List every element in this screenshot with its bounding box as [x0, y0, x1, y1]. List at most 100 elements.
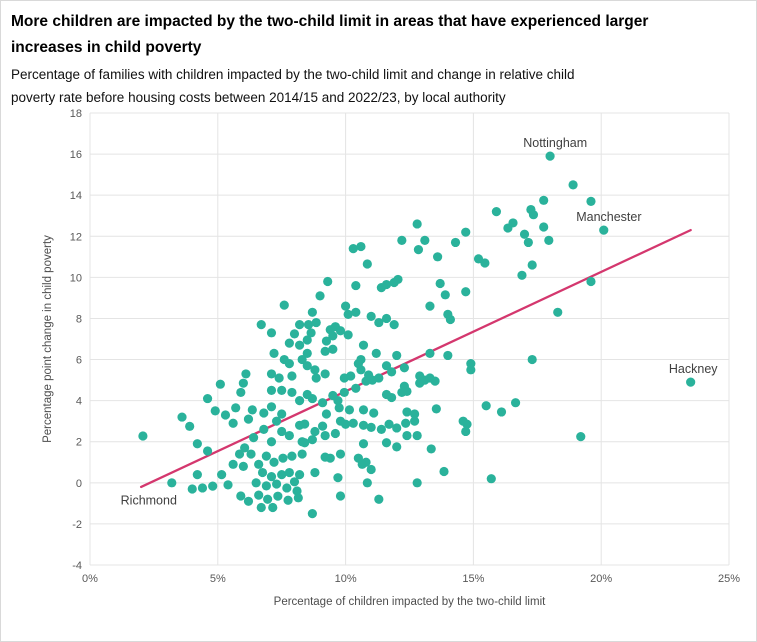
scatter-point	[269, 457, 279, 467]
scatter-point	[397, 235, 407, 245]
scatter-point	[220, 410, 231, 420]
scatter-point	[399, 363, 409, 373]
scatter-point	[323, 276, 333, 287]
scatter-point	[431, 404, 441, 414]
scatter-point	[435, 278, 445, 289]
scatter-point	[401, 418, 411, 428]
scatter-point	[443, 350, 453, 361]
x-tick-label: 0%	[82, 573, 98, 585]
scatter-point	[519, 229, 530, 239]
scatter-point	[277, 426, 287, 437]
scatter-point	[311, 317, 321, 328]
scatter-point	[236, 387, 246, 398]
scatter-point	[539, 222, 549, 232]
y-tick-label: 10	[70, 272, 82, 284]
scatter-point	[284, 467, 294, 478]
scatter-point	[335, 449, 346, 459]
scatter-point	[300, 419, 310, 429]
scatter-point	[223, 480, 233, 490]
scatter-point	[461, 287, 471, 297]
scatter-point	[284, 430, 294, 441]
scatter-point	[335, 491, 346, 501]
scatter-point	[266, 369, 277, 379]
scatter-point	[192, 470, 202, 480]
scatter-point	[307, 509, 317, 519]
scatter-point	[410, 416, 420, 426]
scatter-point	[251, 478, 261, 488]
scatter-point	[371, 348, 381, 358]
y-tick-label: -4	[72, 560, 82, 572]
x-tick-label: 25%	[718, 573, 740, 585]
y-tick-label: 2	[76, 437, 82, 449]
y-axis-title: Percentage point change in child poverty	[42, 235, 54, 443]
scatter-point	[320, 369, 330, 379]
scatter-point	[376, 424, 386, 434]
scatter-point	[289, 477, 300, 487]
annotation-manchester: Manchester	[576, 210, 641, 224]
scatter-point	[387, 392, 397, 403]
scatter-point	[343, 309, 353, 319]
scatter-point	[302, 361, 312, 371]
scatter-point	[358, 405, 369, 415]
scatter-point	[234, 449, 245, 459]
scatter-point	[358, 420, 369, 430]
scatter-point-nottingham	[545, 151, 555, 161]
scatter-point	[481, 401, 491, 411]
scatter-point	[307, 307, 317, 317]
scatter-point	[241, 369, 251, 379]
scatter-point	[246, 449, 256, 459]
scatter-point	[362, 259, 372, 269]
scatter-point	[397, 387, 407, 398]
scatter-point	[287, 451, 297, 461]
scatter-point	[317, 421, 328, 431]
scatter-point	[282, 483, 292, 493]
scatter-point	[293, 493, 303, 503]
scatter-point-manchester	[599, 225, 609, 235]
scatter-point	[187, 484, 197, 494]
scatter-point	[310, 467, 320, 478]
scatter-point	[334, 403, 344, 413]
scatter-point	[384, 419, 394, 429]
scatter-point	[247, 405, 257, 415]
scatter-point	[315, 291, 325, 301]
scatter-point	[586, 196, 596, 206]
scatter-point	[339, 387, 349, 398]
scatter-point	[544, 235, 554, 245]
scatter-point	[440, 290, 450, 300]
scatter-point	[321, 409, 332, 419]
scatter-point	[420, 235, 430, 245]
scatter-point	[307, 435, 317, 445]
scatter-point	[240, 443, 250, 453]
scatter-point	[369, 408, 379, 418]
scatter-point	[317, 398, 328, 408]
scatter-point	[348, 244, 358, 254]
scatter-point	[341, 301, 351, 311]
scatter-point	[192, 439, 202, 449]
scatter-point	[328, 331, 338, 341]
scatter-point	[553, 307, 563, 317]
scatter-point	[311, 373, 321, 383]
scatter-point	[348, 418, 358, 428]
scatter-point	[310, 426, 320, 437]
y-tick-label: 0	[76, 478, 82, 490]
scatter-point	[302, 335, 312, 345]
scatter-point	[425, 348, 435, 358]
scatter-point	[271, 479, 282, 489]
scatter-point	[283, 495, 293, 505]
scatter-point	[341, 419, 351, 429]
scatter-point	[259, 424, 269, 434]
scatter-point	[277, 409, 287, 419]
scatter-point	[486, 474, 496, 484]
scatter-point	[466, 365, 476, 375]
scatter-point	[527, 260, 537, 270]
annotation-hackney: Hackney	[669, 362, 718, 376]
scatter-point	[366, 422, 376, 432]
y-tick-label: 6	[76, 355, 82, 367]
scatter-point	[333, 473, 343, 483]
scatter-point	[274, 373, 284, 383]
scatter-point	[277, 470, 287, 480]
scatter-point	[358, 439, 369, 449]
y-tick-label: 14	[70, 190, 82, 202]
scatter-point	[300, 438, 310, 448]
